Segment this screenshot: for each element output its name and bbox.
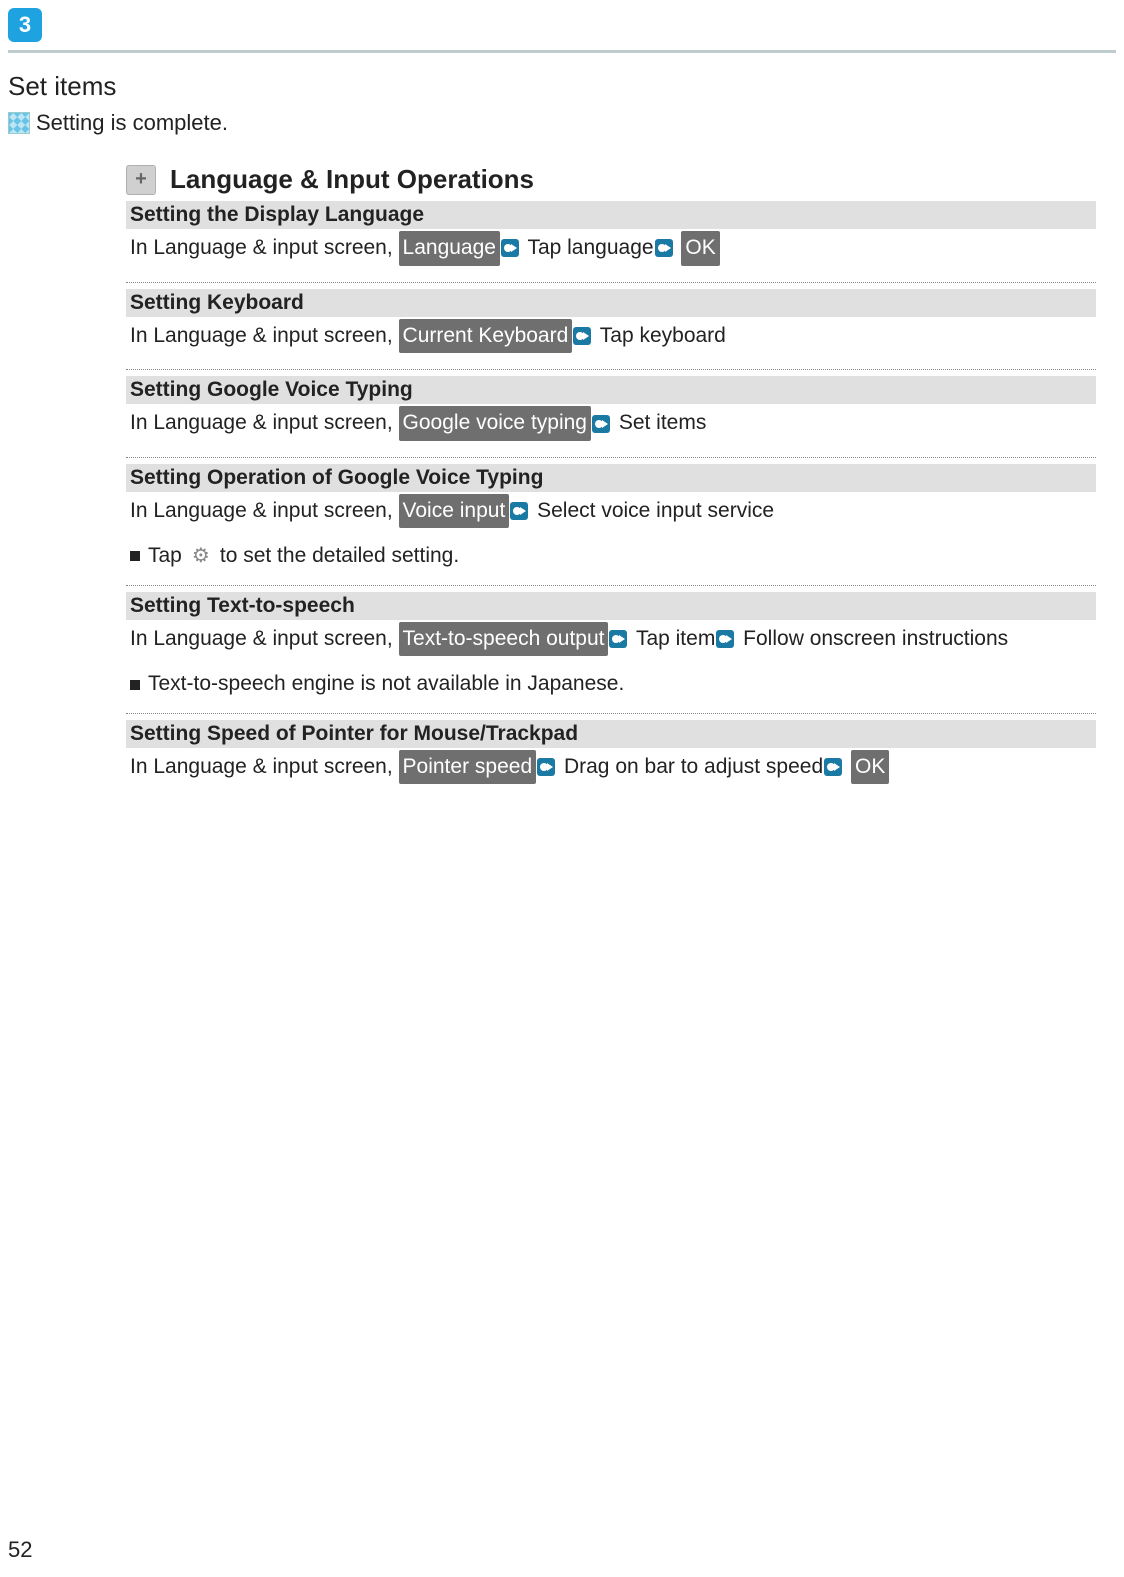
ui-chip-ok: OK [851,750,889,785]
image-placeholder-icon [8,112,30,134]
bullet-icon [130,680,140,690]
separator [126,457,1096,458]
section-title-row: + Language & Input Operations [126,164,1096,195]
note-text-after: to set the detailed setting. [220,540,459,573]
block-heading: Setting Speed of Pointer for Mouse/Track… [126,720,1096,748]
separator [126,369,1096,370]
arrow-icon [655,239,673,257]
ui-chip-voice-input: Voice input [399,494,510,529]
arrow-icon [592,415,610,433]
step-prefix: In Language & input screen, [130,627,399,650]
ui-chip-tts-output: Text-to-speech output [399,622,609,657]
step-text: Drag on bar to adjust speed [564,755,823,778]
step-text: Set items [619,411,707,434]
section-title: Language & Input Operations [170,164,534,195]
bullet-icon [130,551,140,561]
ui-chip-current-keyboard: Current Keyboard [399,319,573,354]
arrow-icon [537,758,555,776]
complete-row: Setting is complete. [8,110,1116,136]
step-text: Tap language [527,236,653,259]
step-prefix: In Language & input screen, [130,236,399,259]
step-prefix: In Language & input screen, [130,411,399,434]
note-row: Text-to-speech engine is not available i… [126,666,1096,707]
ui-chip-google-voice-typing: Google voice typing [399,406,591,441]
note-text: Text-to-speech engine is not available i… [148,668,624,701]
note-text-before: Tap [148,540,182,573]
block-body: In Language & input screen, Current Keyb… [126,317,1096,364]
block-body: In Language & input screen, Google voice… [126,404,1096,451]
arrow-icon [573,327,591,345]
block-body: In Language & input screen, Voice input … [126,492,1096,539]
top-rule [8,50,1116,53]
step-text: Tap item [636,627,715,650]
page-number: 52 [8,1537,32,1563]
step-badge: 3 [8,8,42,42]
block-body: In Language & input screen, Pointer spee… [126,748,1096,795]
arrow-icon [609,630,627,648]
ui-chip-pointer-speed: Pointer speed [399,750,537,785]
step-row: 3 [8,8,1116,42]
step-text: Select voice input service [537,499,774,522]
step-text: Tap keyboard [600,324,726,347]
separator [126,282,1096,283]
note-row: Tap ⚙ to set the detailed setting. [126,538,1096,579]
separator [126,713,1096,714]
expand-icon[interactable]: + [126,165,156,195]
arrow-icon [716,630,734,648]
block-heading: Setting Text-to-speech [126,592,1096,620]
block-body: In Language & input screen, Language Tap… [126,229,1096,276]
separator [126,585,1096,586]
gear-icon: ⚙ [190,545,212,567]
block-heading: Setting Operation of Google Voice Typing [126,464,1096,492]
arrow-icon [501,239,519,257]
ui-chip-language: Language [399,231,500,266]
arrow-icon [510,502,528,520]
step-prefix: In Language & input screen, [130,324,399,347]
arrow-icon [824,758,842,776]
step-text: Follow onscreen instructions [743,627,1008,650]
block-heading: Setting Google Voice Typing [126,376,1096,404]
content-area: + Language & Input Operations Setting th… [126,164,1096,794]
set-items-label: Set items [8,71,1116,102]
step-prefix: In Language & input screen, [130,499,399,522]
block-heading: Setting Keyboard [126,289,1096,317]
complete-text: Setting is complete. [36,110,228,136]
block-body: In Language & input screen, Text-to-spee… [126,620,1096,667]
block-heading: Setting the Display Language [126,201,1096,229]
ui-chip-ok: OK [681,231,719,266]
step-prefix: In Language & input screen, [130,755,399,778]
manual-page: 3 Set items Setting is complete. + Langu… [0,0,1124,1577]
